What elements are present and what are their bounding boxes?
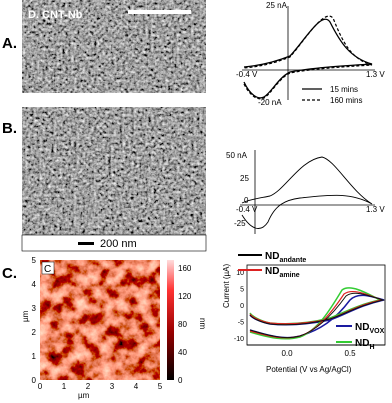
y-tick-label: -5 — [238, 320, 244, 327]
y-tick-label: 4 — [32, 280, 37, 289]
tick-label: 25 — [240, 174, 249, 183]
tick-label: 0 — [244, 196, 249, 205]
axis-label: Potential (V vs Ag/AgCl) — [266, 365, 352, 374]
tick-label: -25 — [234, 219, 246, 228]
colorbar — [167, 260, 174, 380]
x-tick-label: 4 — [134, 382, 139, 391]
y-tick-label: 0 — [240, 303, 244, 310]
cv-axes — [240, 150, 375, 234]
scale-bar — [78, 242, 94, 245]
panel-label: A. — [2, 35, 17, 52]
afm-image — [40, 260, 160, 380]
y-tick-label: 1 — [32, 352, 37, 361]
colorbar-tick-label: 80 — [178, 320, 187, 329]
tick-label: 50 nA — [226, 151, 248, 160]
y-tick-label: 0 — [32, 376, 37, 385]
colorbar-tick-label: 40 — [178, 348, 187, 357]
legend-text: NDVOX — [355, 322, 385, 335]
x-tick-label: 5 — [158, 382, 163, 391]
colorbar-unit: nm — [198, 318, 207, 329]
legend-text: NDH — [355, 338, 375, 351]
legend-text: 15 mins — [330, 85, 358, 94]
legend-text: NDandante — [265, 251, 306, 264]
scale-bar-text: 200 nm — [100, 238, 137, 250]
sem-image — [22, 0, 206, 93]
cv-ticks: 10 5 0 -5 -10 0.0 0.5 — [234, 270, 356, 358]
y-tick-label: 5 — [240, 287, 244, 294]
x-tick-label: 2 — [86, 382, 91, 391]
cv-curve — [241, 156, 373, 229]
cv-curve — [249, 292, 385, 339]
y-tick-label: 10 — [236, 270, 244, 277]
x-tick-label: 0 — [38, 382, 43, 391]
x-tick-label: 0.0 — [281, 349, 293, 358]
image-tag: C — [44, 264, 51, 275]
axis-label: -0.4 V — [236, 205, 258, 214]
image-tag-box — [41, 261, 55, 275]
y-tick-label: 2 — [32, 328, 37, 337]
colorbar-tick-label: 0 — [178, 376, 183, 385]
legend-text: NDamine — [265, 266, 300, 279]
x-tick-label: 0.5 — [344, 349, 356, 358]
y-tick-label: 3 — [32, 304, 37, 313]
cv-curve — [243, 18, 373, 99]
afm-ticks: 0 1 2 3 4 5 0 1 2 3 4 5 — [32, 256, 163, 391]
scale-bar-box — [21, 234, 207, 252]
axis-label: -20 nA — [258, 98, 282, 107]
axis-unit: µm — [78, 391, 90, 400]
y-tick-label: 5 — [32, 256, 37, 265]
axis-label: Current (µA) — [222, 263, 231, 308]
colorbar-tick-label: 160 — [178, 264, 192, 273]
legend-text: 160 mins — [330, 96, 362, 105]
image-caption: D. CNT-Nb — [28, 9, 83, 21]
colorbar-tick-label: 120 — [178, 292, 192, 301]
axis-unit: µm — [21, 310, 30, 322]
panel-label: B. — [2, 120, 17, 137]
x-tick-label: 1 — [62, 382, 67, 391]
axis-label: 1.3 V — [366, 205, 385, 214]
y-tick-label: -10 — [234, 336, 244, 343]
axis-label: 25 nA — [266, 1, 288, 10]
colorbar-ticks: 0 40 80 120 160 — [178, 264, 192, 385]
cv-curve — [243, 15, 373, 100]
panel-label: C. — [2, 265, 17, 282]
scale-bar — [128, 10, 191, 14]
x-tick-label: 3 — [110, 382, 115, 391]
axis-label: -0.4 V — [236, 70, 258, 79]
sem-image — [22, 107, 206, 235]
axis-label: 1.3 V — [366, 70, 385, 79]
